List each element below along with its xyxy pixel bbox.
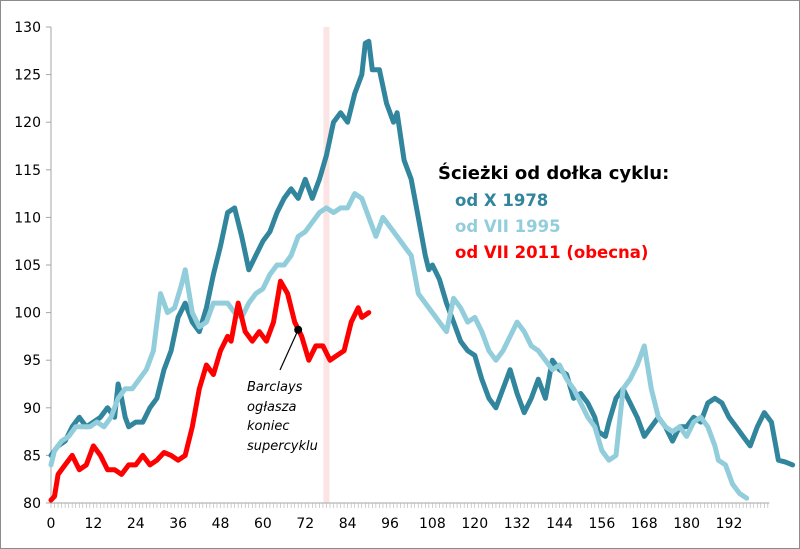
y-tick-label: 125 [14,68,41,84]
series-line-1995 [48,191,750,501]
x-tick-label: 120 [461,516,488,532]
x-tick-label: 36 [169,516,187,532]
y-tick-label: 100 [14,306,41,322]
y-tick-label: 90 [23,401,41,417]
annotation-marker [294,325,303,334]
x-tick-label: 168 [631,516,658,532]
legend-item-2011: od VII 2011 (obecna) [455,243,649,262]
annotation-line: ogłasza [247,399,297,415]
x-tick-label: 144 [546,516,573,532]
x-tick-label: 180 [673,516,700,532]
y-tick-label: 80 [23,496,41,512]
x-tick-label: 12 [84,516,102,532]
annotation-line: koniec [247,419,290,434]
x-tick-label: 48 [212,516,230,532]
legend-title: Ścieżki od dołka cyklu: [438,163,670,184]
annotation-text: Barclays ogłasza koniec supercyklu [247,378,318,456]
x-tick-label: 132 [504,516,531,532]
x-tick-label: 24 [127,516,145,532]
series-line-2011 [48,278,372,503]
y-tick-label: 105 [14,258,41,274]
legend-item-1978: od X 1978 [455,191,549,210]
y-tick-label: 85 [23,448,41,464]
y-tick-label: 130 [14,20,41,36]
x-tick-label: 84 [339,516,357,532]
series-line-1978 [48,38,796,468]
x-tick-label: 96 [381,516,399,532]
legend-item-1995: od VII 1995 [455,217,561,236]
annotation-line: Barclays [247,380,303,395]
highlight-band [323,27,330,503]
y-tick-label: 95 [23,353,41,369]
x-tick-label: 60 [254,516,272,532]
annotation-leader-line [279,329,299,371]
x-tick-label: 156 [589,516,616,532]
x-tick-label: 72 [296,516,314,532]
y-tick-label: 120 [14,115,41,131]
y-tick-label: 110 [14,210,41,226]
x-tick-label: 108 [419,516,446,532]
x-tick-label: 192 [716,516,743,532]
annotation-line: supercyklu [247,438,318,454]
x-tick-label: 0 [47,516,56,532]
legend: Ścieżki od dołka cyklu: od X 1978 od VII… [438,160,669,266]
y-tick-label: 115 [14,163,41,179]
